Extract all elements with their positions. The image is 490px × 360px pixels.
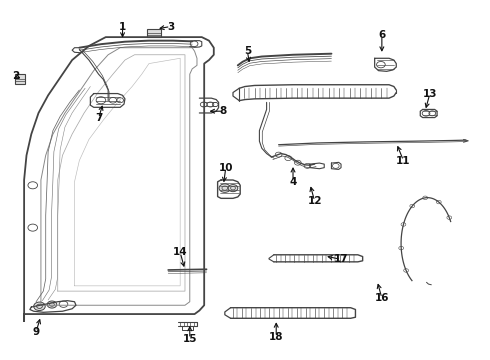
Circle shape [228, 185, 238, 192]
Text: 8: 8 [220, 106, 227, 116]
Circle shape [34, 302, 45, 311]
Text: 18: 18 [269, 332, 283, 342]
Text: 17: 17 [334, 255, 348, 264]
Circle shape [47, 301, 57, 308]
Text: 4: 4 [289, 177, 297, 187]
Text: 14: 14 [173, 247, 188, 257]
FancyBboxPatch shape [16, 74, 25, 84]
Text: 13: 13 [423, 89, 437, 99]
Text: 9: 9 [32, 327, 40, 337]
Text: 10: 10 [219, 163, 233, 173]
Text: 15: 15 [183, 334, 197, 344]
Text: 5: 5 [244, 46, 251, 56]
Text: 1: 1 [119, 22, 126, 32]
Text: 16: 16 [375, 293, 389, 303]
Text: 11: 11 [396, 156, 411, 166]
Text: 3: 3 [167, 22, 174, 32]
Text: 12: 12 [307, 196, 322, 206]
Text: 7: 7 [95, 113, 102, 123]
Text: 6: 6 [378, 30, 386, 40]
FancyBboxPatch shape [147, 30, 161, 37]
Circle shape [219, 184, 231, 192]
Text: 2: 2 [12, 71, 19, 81]
